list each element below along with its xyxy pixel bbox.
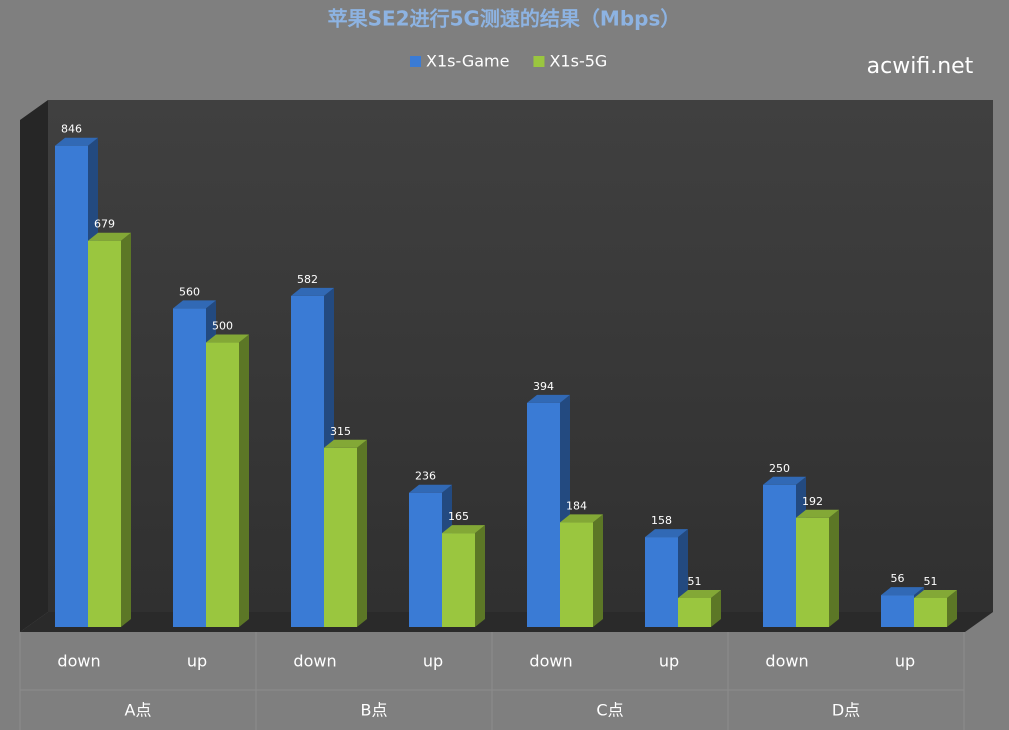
legend-label: X1s-Game <box>426 52 509 71</box>
bar <box>914 589 957 627</box>
back-wall <box>48 100 993 612</box>
bar-side <box>239 334 249 627</box>
bar <box>324 439 367 627</box>
x-tick-label: up <box>423 652 443 671</box>
x-tick-label: up <box>659 652 679 671</box>
bar-top <box>173 300 216 309</box>
group-label: C点 <box>596 701 623 720</box>
group-label: D点 <box>832 701 860 720</box>
bar-front <box>442 533 475 627</box>
bar-top <box>88 232 131 241</box>
chart-title: 苹果SE2进行5G测速的结果（Mbps） <box>328 7 681 31</box>
bar-front <box>291 295 324 627</box>
bar-front <box>88 240 121 628</box>
x-tick-label: down <box>529 652 572 671</box>
value-label: 165 <box>448 510 469 523</box>
bar-top <box>560 514 603 523</box>
group-label: A点 <box>125 701 152 720</box>
value-label: 394 <box>533 380 554 393</box>
bar-top <box>914 589 957 598</box>
bar-front <box>914 597 947 627</box>
x-tick-label: down <box>293 652 336 671</box>
bar-top <box>55 137 98 146</box>
bar-front <box>678 597 711 627</box>
bar-side <box>475 525 485 627</box>
side-wall <box>20 100 48 632</box>
value-label: 192 <box>802 495 823 508</box>
bar <box>678 589 721 627</box>
value-label: 500 <box>212 320 233 333</box>
bar-front <box>173 308 206 627</box>
bar <box>206 334 249 627</box>
bar-top <box>324 439 367 448</box>
category-table <box>19 632 965 730</box>
bar-front <box>881 595 914 627</box>
value-label: 184 <box>566 499 587 512</box>
bar-side <box>947 589 957 627</box>
legend-swatch <box>533 56 545 67</box>
bar-top <box>678 589 721 598</box>
bar-top <box>291 287 334 296</box>
bar-top <box>645 529 688 538</box>
legend-label: X1s-5G <box>549 52 607 71</box>
value-label: 236 <box>415 470 436 483</box>
bar-top <box>206 334 249 343</box>
bar-front <box>324 447 357 627</box>
bar-side <box>357 439 367 627</box>
bar-top <box>796 509 839 518</box>
group-label: B点 <box>361 701 388 720</box>
value-label: 51 <box>924 575 938 588</box>
bar-front <box>560 522 593 627</box>
bar-front <box>796 517 829 627</box>
bar-front <box>763 484 796 627</box>
bar-top <box>881 587 924 596</box>
value-label: 250 <box>769 462 790 475</box>
bar-side <box>711 589 721 627</box>
value-label: 158 <box>651 514 672 527</box>
bar <box>88 232 131 628</box>
value-label: 582 <box>297 273 318 286</box>
value-label: 560 <box>179 285 200 298</box>
bar-side <box>829 509 839 627</box>
bar <box>442 525 485 627</box>
bar <box>560 514 603 627</box>
watermark: acwifi.net <box>867 54 974 79</box>
value-label: 56 <box>891 572 905 585</box>
bar-top <box>527 394 570 403</box>
x-tick-label: down <box>765 652 808 671</box>
value-label: 315 <box>330 425 351 438</box>
bar-top <box>409 484 452 493</box>
bar <box>796 509 839 627</box>
bar-front <box>409 492 442 627</box>
bar-front <box>645 537 678 627</box>
floor <box>20 612 993 632</box>
x-tick-label: up <box>895 652 915 671</box>
bar-front <box>527 402 560 627</box>
bar-front <box>206 342 239 627</box>
value-label: 846 <box>61 123 82 136</box>
bar-side <box>593 514 603 627</box>
x-tick-label: down <box>57 652 100 671</box>
bar-side <box>121 232 131 628</box>
value-label: 51 <box>688 575 702 588</box>
bar-top <box>442 525 485 534</box>
bar-front <box>55 145 88 627</box>
legend-swatch <box>410 56 421 67</box>
bar-top <box>763 476 806 485</box>
x-tick-label: up <box>187 652 207 671</box>
value-label: 679 <box>94 218 115 231</box>
